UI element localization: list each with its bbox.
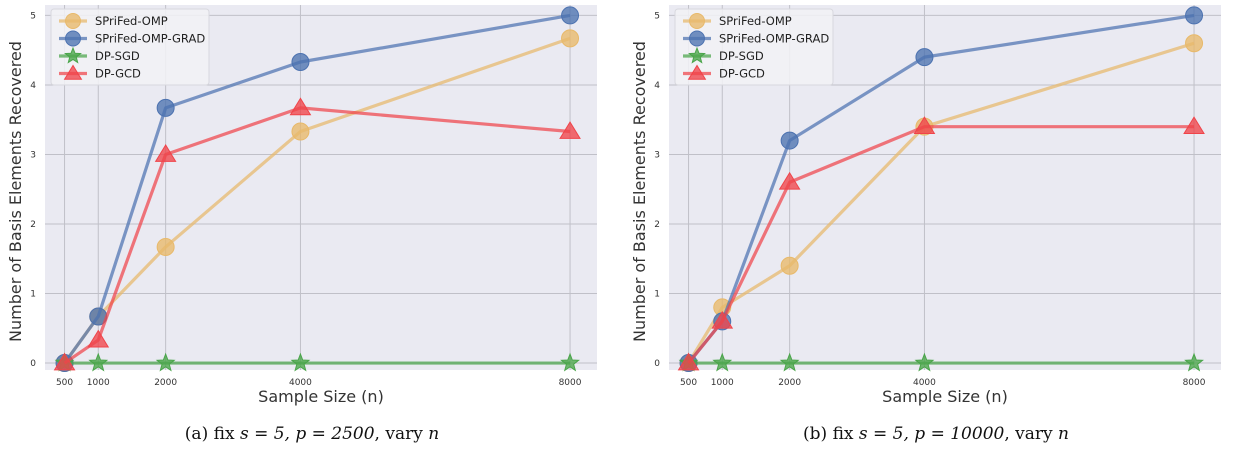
y-tick-label: 3 — [654, 150, 660, 160]
legend-label: SPriFed-OMP-GRAD — [719, 32, 829, 46]
legend-label: SPriFed-OMP — [95, 14, 168, 28]
y-tick-label: 4 — [30, 81, 36, 91]
chart-panel-b: 500 1000 2000 4000 8000 0 1 2 3 4 5 Sample Size (n)… — [624, 0, 1248, 461]
legend-marker — [689, 30, 705, 47]
y-tick-label: 1 — [654, 290, 660, 300]
data-point — [915, 48, 934, 67]
data-point — [290, 352, 311, 372]
data-point — [154, 144, 177, 162]
data-point — [677, 352, 700, 371]
y-tick-label: 2 — [30, 220, 36, 230]
legend-marker — [63, 64, 83, 80]
data-point — [711, 310, 734, 329]
legend-box — [50, 8, 210, 86]
legend: SPriFed-OMP SPriFed-OMP-GRAD DP-SGD DP-GCD — [674, 8, 834, 86]
data-point — [289, 97, 312, 116]
x-tick-label: 1000 — [711, 378, 734, 388]
legend-marker — [65, 30, 81, 47]
legend-label: DP-SGD — [719, 49, 764, 63]
legend: SPriFed-OMP SPriFed-OMP-GRAD DP-SGD DP-GCD — [50, 8, 210, 86]
y-tick-label: 0 — [654, 359, 660, 369]
caption-b-prefix: (b) fix — [803, 424, 859, 444]
x-axis-title: Sample Size (n) — [882, 387, 1008, 406]
legend-label: DP-SGD — [95, 49, 140, 63]
caption-a: (a) fix s = 5, p = 2500, vary n — [0, 424, 624, 444]
data-point — [561, 6, 580, 25]
legend-marker — [688, 46, 706, 64]
y-tick-label: 3 — [30, 150, 36, 160]
caption-a-math: s = 5, p = 2500 — [239, 424, 375, 444]
data-point — [560, 352, 580, 372]
chart-panel-a: 500 1000 2000 4000 8000 0 1 2 3 4 5 Sample Size (n)… — [0, 5, 624, 444]
data-point — [53, 352, 76, 371]
data-point — [780, 256, 799, 275]
x-tick-label: 1000 — [87, 378, 110, 388]
caption-b-math: s = 5, p = 10000 — [858, 424, 1005, 444]
y-tick-label: 2 — [654, 220, 660, 230]
x-tick-label: 8000 — [559, 378, 582, 388]
y-tick-label: 5 — [30, 11, 36, 21]
data-point — [88, 352, 109, 372]
y-axis-title: Number of Basis Elements Recovered — [6, 41, 25, 342]
legend-box — [674, 8, 834, 86]
caption-b: (b) fix s = 5, p = 10000, vary n — [624, 424, 1248, 444]
y-tick-label: 5 — [654, 11, 660, 21]
legend-marker — [65, 13, 81, 29]
data-point — [780, 131, 799, 150]
data-point — [291, 53, 310, 72]
x-tick-label: 8000 — [1183, 378, 1206, 388]
data-point — [1184, 352, 1204, 372]
data-point — [1183, 116, 1205, 135]
data-point — [779, 352, 800, 372]
caption-b-middle: , vary — [1004, 424, 1059, 444]
caption-a-var: n — [428, 424, 440, 444]
legend-label: SPriFed-OMP-GRAD — [95, 32, 205, 46]
x-tick-label: 4000 — [289, 378, 312, 388]
y-tick-label: 4 — [654, 81, 660, 91]
legend-label: DP-GCD — [95, 67, 141, 81]
data-point — [1185, 34, 1204, 53]
caption-a-middle: , vary — [374, 424, 429, 444]
legend-label: DP-GCD — [719, 67, 765, 81]
caption-b-var: n — [1058, 424, 1069, 444]
data-point — [1185, 6, 1204, 25]
y-tick-label: 0 — [30, 359, 36, 369]
data-point — [156, 98, 175, 117]
data-point — [156, 237, 175, 256]
data-point — [291, 122, 310, 141]
x-axis-title: Sample Size (n) — [258, 387, 384, 406]
caption-a-prefix: (a) fix — [184, 424, 240, 444]
data-point — [914, 352, 935, 372]
y-tick-label: 1 — [30, 290, 36, 300]
legend-marker — [64, 46, 82, 64]
x-tick-label: 2000 — [778, 378, 801, 388]
data-point — [87, 329, 110, 348]
data-point — [155, 352, 176, 372]
chart-b: 500 1000 2000 4000 8000 0 1 2 3 4 5 Sample Size (n)… — [630, 5, 1221, 406]
data-point — [913, 116, 936, 135]
data-point — [559, 121, 581, 139]
legend-marker — [687, 64, 707, 80]
y-axis-title: Number of Basis Elements Recovered — [630, 41, 649, 342]
x-tick-label: 2000 — [154, 378, 177, 388]
data-point — [778, 171, 801, 190]
chart-a: 500 1000 2000 4000 8000 0 1 2 3 4 5 Sample Size (n)… — [6, 5, 597, 406]
legend-marker — [689, 13, 705, 29]
data-point — [561, 29, 580, 48]
data-point — [712, 352, 733, 372]
x-tick-label: 500 — [680, 378, 697, 388]
x-tick-label: 500 — [56, 378, 73, 388]
x-tick-label: 4000 — [913, 378, 936, 388]
legend-label: SPriFed-OMP — [719, 14, 792, 28]
